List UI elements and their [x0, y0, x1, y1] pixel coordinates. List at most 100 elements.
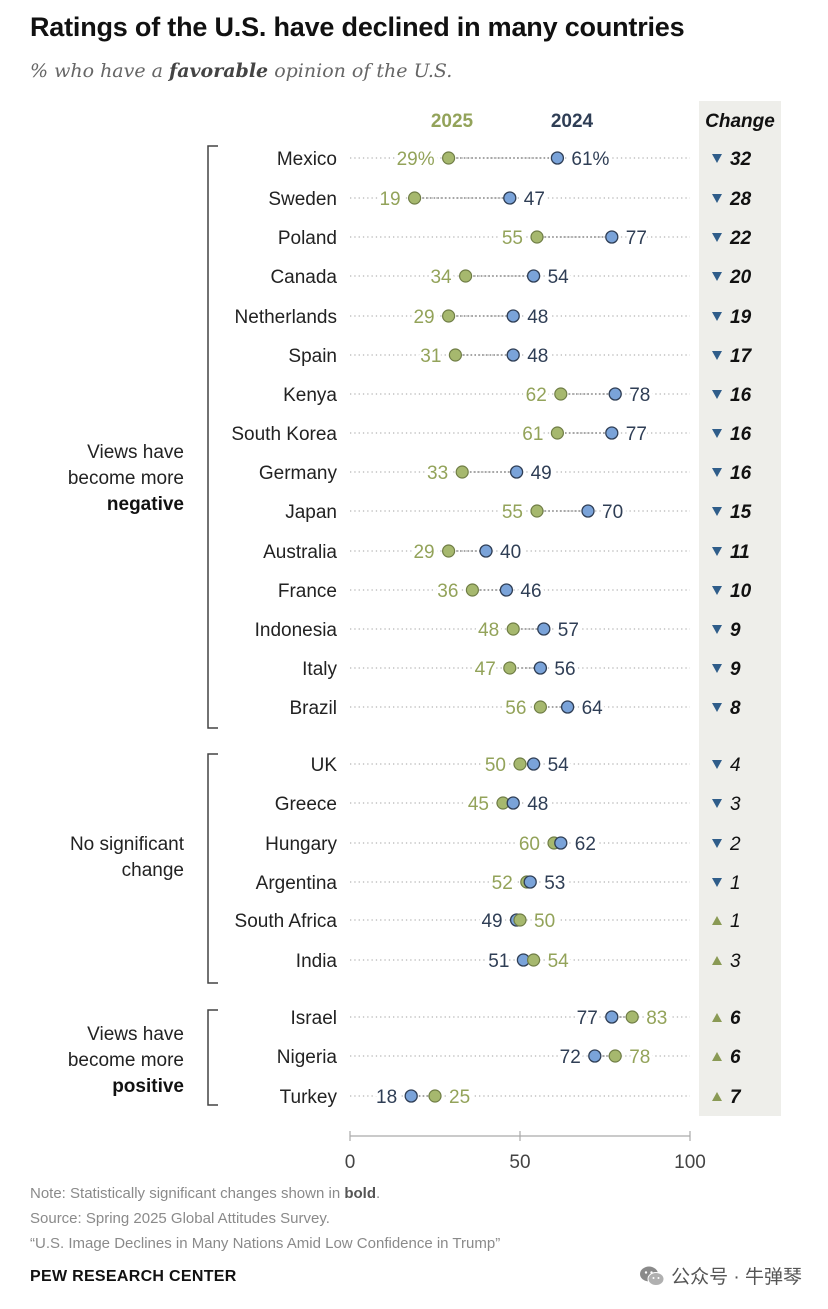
- value-label-2024: 54: [548, 267, 570, 288]
- dot-2025: [442, 151, 456, 165]
- decline-arrow-icon: [712, 351, 722, 360]
- wechat-icon: [640, 1266, 665, 1286]
- group-label-line: Views have: [87, 1024, 184, 1045]
- value-label-2024: 49: [481, 911, 502, 932]
- value-label-2024: 64: [582, 698, 604, 719]
- dot-2024: [537, 622, 551, 636]
- change-value: 17: [730, 346, 753, 367]
- dot-chart: 2025 2024 Change Views have become more negat…: [68, 101, 781, 1173]
- value-label-2025: 34: [430, 267, 452, 288]
- change-value: 8: [730, 698, 741, 719]
- value-label-2025: 29: [413, 307, 434, 328]
- value-label-2024: 77: [626, 228, 647, 249]
- decline-arrow-icon: [712, 703, 722, 712]
- country-label: Netherlands: [235, 307, 337, 328]
- footer-note-bold: bold: [344, 1185, 376, 1202]
- dot-2025: [550, 426, 565, 440]
- dot-2025: [503, 661, 517, 675]
- value-label-2024: 70: [602, 502, 623, 523]
- decline-arrow-icon: [712, 272, 722, 281]
- value-label-2024: 57: [558, 620, 579, 641]
- dot-2025: [459, 269, 473, 283]
- dot-2024: [554, 836, 568, 850]
- dot-2024: [588, 1049, 602, 1063]
- change-value: 6: [730, 1047, 741, 1068]
- decline-arrow-icon: [712, 664, 722, 673]
- increase-arrow-icon: [712, 956, 722, 965]
- group-label-bold: negative: [107, 494, 184, 515]
- country-label: South Africa: [235, 911, 338, 932]
- dot-2024: [499, 583, 514, 597]
- change-value: 3: [730, 951, 741, 972]
- dot-2025: [533, 700, 548, 714]
- change-value: 2: [729, 834, 741, 855]
- value-label-2024: 48: [527, 794, 548, 815]
- value-label-2025: 50: [485, 755, 506, 776]
- value-label-2025: 25: [449, 1087, 470, 1108]
- decline-arrow-icon: [712, 799, 722, 808]
- value-label-2024: 77: [577, 1008, 598, 1029]
- chart-subtitle: % who have a favorable opinion of the U.…: [30, 60, 452, 82]
- dot-2025: [513, 757, 527, 771]
- change-value: 9: [730, 620, 741, 641]
- change-value: 9: [730, 659, 741, 680]
- dot-2024: [479, 544, 493, 558]
- country-label: Germany: [259, 463, 338, 484]
- country-label: Japan: [285, 502, 337, 523]
- value-label-2025: 31: [420, 346, 441, 367]
- change-value: 22: [729, 228, 752, 249]
- dot-2024: [506, 348, 520, 362]
- value-label-2024: 51: [488, 951, 509, 972]
- change-value: 16: [730, 385, 752, 406]
- dot-2024: [605, 426, 619, 440]
- country-label: France: [278, 581, 337, 602]
- country-label: Sweden: [268, 189, 337, 210]
- value-label-2025: 29: [413, 542, 434, 563]
- dot-2025: [408, 191, 422, 205]
- value-label-2025: 62: [526, 385, 547, 406]
- change-value: 1: [730, 873, 741, 894]
- dot-2025: [530, 504, 544, 518]
- change-header: Change: [705, 111, 775, 132]
- value-label-2024: 56: [554, 659, 575, 680]
- footer-report-title: “U.S. Image Declines in Many Nations Ami…: [30, 1235, 501, 1252]
- dot-2024: [605, 1010, 619, 1024]
- value-label-2024: 47: [524, 189, 545, 210]
- series-header-2025: 2025: [431, 111, 474, 132]
- dot-2024: [533, 661, 548, 675]
- value-label-2025: 55: [502, 502, 523, 523]
- footer-source: Source: Spring 2025 Global Attitudes Sur…: [30, 1210, 330, 1227]
- value-label-2025: 83: [646, 1008, 667, 1029]
- change-value: 15: [730, 502, 752, 523]
- change-value: 11: [730, 542, 750, 563]
- dot-2024: [523, 875, 537, 889]
- country-label: Australia: [263, 542, 337, 563]
- dot-2025: [455, 465, 469, 479]
- change-value: 28: [729, 189, 752, 210]
- group-label-line: change: [122, 860, 184, 881]
- change-value: 7: [730, 1087, 742, 1108]
- watermark: 公众号 · 牛弹琴: [639, 1262, 802, 1289]
- subtitle-prefix: % who have a: [30, 60, 170, 82]
- dot-2025: [448, 348, 462, 362]
- value-label-2025: 47: [475, 659, 496, 680]
- dot-2025: [442, 309, 456, 323]
- decline-arrow-icon: [712, 154, 722, 163]
- increase-arrow-icon: [712, 1013, 722, 1022]
- series-header-2024: 2024: [551, 111, 594, 132]
- change-value: 19: [730, 307, 752, 328]
- country-label: South Korea: [231, 424, 337, 445]
- value-label-2024: 72: [560, 1047, 581, 1068]
- decline-arrow-icon: [712, 194, 722, 203]
- country-label: Canada: [270, 267, 337, 288]
- dot-2025: [428, 1089, 442, 1103]
- dot-2024: [506, 796, 520, 810]
- value-label-2024: 49: [531, 463, 552, 484]
- group-label-line: become more: [68, 1050, 184, 1071]
- value-label-2025: 50: [534, 911, 555, 932]
- group-bracket: [207, 145, 218, 729]
- dot-2024: [550, 151, 565, 165]
- country-label: Israel: [291, 1008, 337, 1029]
- dot-2024: [560, 700, 575, 714]
- value-label-2025: 61: [522, 424, 543, 445]
